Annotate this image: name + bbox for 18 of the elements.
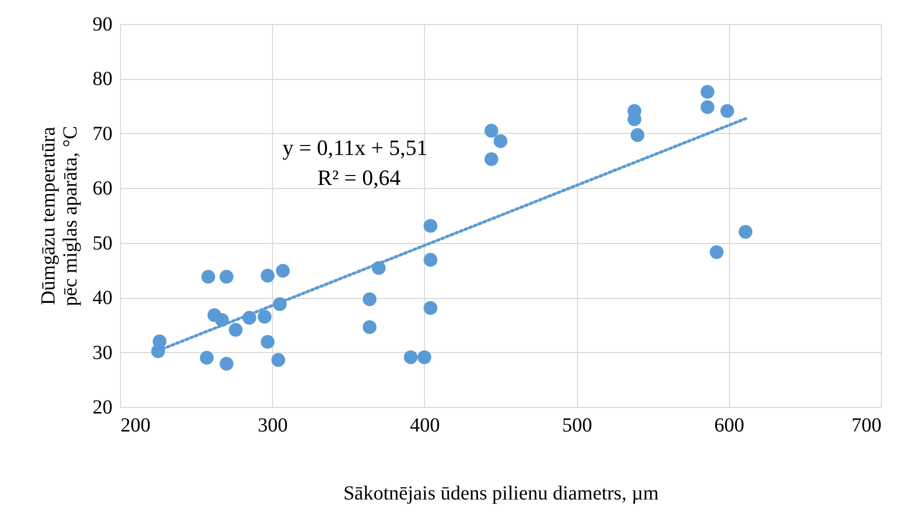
y-tick-label: 50	[92, 232, 112, 254]
x-tick-label: 700	[852, 414, 882, 436]
x-tick-label: 400	[410, 414, 440, 436]
y-tick-label: 30	[92, 342, 112, 364]
y-tick-label: 70	[92, 122, 112, 145]
y-tick-label: 80	[92, 68, 112, 90]
y-tick-label: 60	[92, 178, 112, 200]
y-tick-label: 90	[92, 14, 112, 36]
x-axis-title: Sākotnējais ūdens pilienu diametrs, µm	[343, 482, 660, 504]
y-tick-label: 40	[92, 287, 112, 310]
annotation: y = 0,11x + 5,51	[282, 135, 428, 160]
x-tick-label: 300	[258, 414, 288, 436]
y-tick-label: 20	[92, 396, 112, 418]
annotation: R² = 0,64	[317, 165, 401, 190]
x-tick-label: 500	[562, 414, 592, 436]
x-tick-label: 600	[714, 414, 744, 436]
x-tick-label: 200	[120, 414, 150, 436]
y-axis-title: Dūmgāzu temperatūra pēc miglas aparāta, °C	[38, 126, 82, 306]
